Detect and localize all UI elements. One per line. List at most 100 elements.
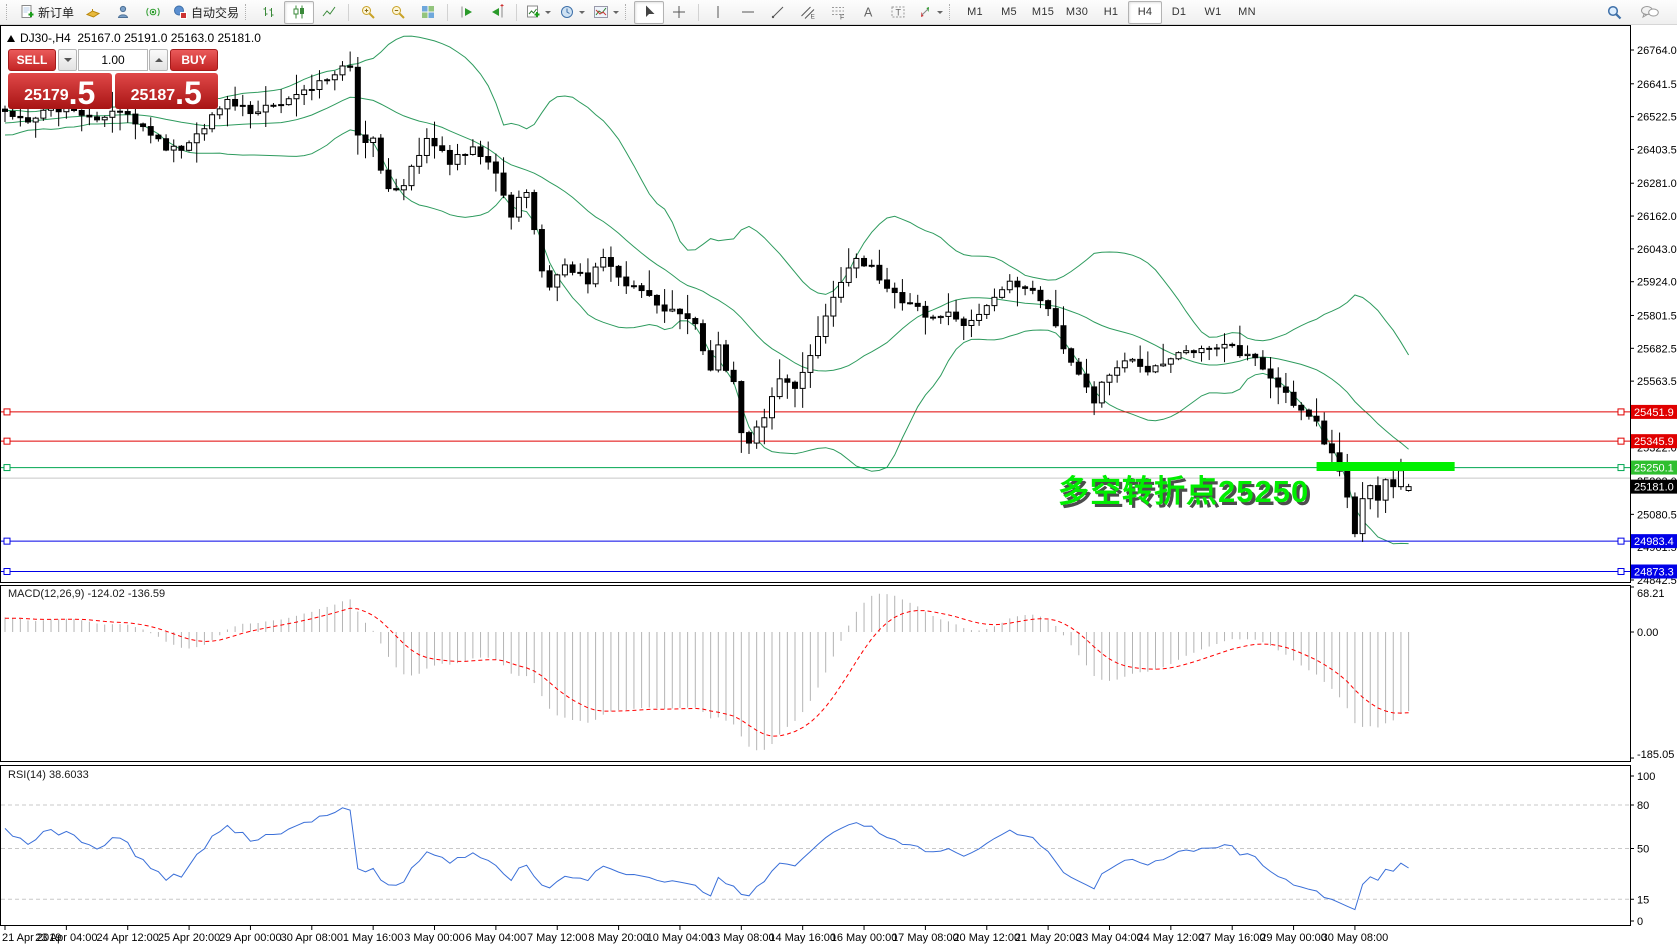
candle <box>278 104 285 107</box>
cursor-tool-button[interactable] <box>634 0 665 24</box>
zoom-out-button[interactable] <box>383 1 413 24</box>
tile-windows-button[interactable] <box>413 1 443 24</box>
buy-button[interactable]: BUY <box>170 49 218 71</box>
indicators-button[interactable] <box>589 1 623 24</box>
horizontal-line-tool-button[interactable] <box>733 1 763 24</box>
dropdown-arrow-icon <box>545 11 552 17</box>
sell-price-display[interactable]: 25179 .5 <box>8 73 112 109</box>
arrows-tool-button[interactable] <box>913 1 947 24</box>
candle <box>1351 496 1358 535</box>
candle <box>262 104 269 113</box>
collapse-panel-arrow-icon[interactable] <box>7 34 15 42</box>
trade-panel-prices: 25179 .5 25187 .5 <box>8 73 218 109</box>
timeframe-m15-button[interactable]: M15 <box>1031 6 1055 18</box>
new-chart-button[interactable] <box>521 1 555 24</box>
equidistant-channel-tool-button[interactable]: E <box>793 1 823 24</box>
vertical-line-tool-button[interactable] <box>703 1 733 24</box>
crosshair-tool-button[interactable] <box>664 1 694 24</box>
text-label-tool-button[interactable]: T <box>883 1 913 24</box>
candle <box>1328 443 1335 454</box>
svg-text:25 Apr 20:00: 25 Apr 20:00 <box>158 932 220 944</box>
trendline-tool-button[interactable] <box>763 1 793 24</box>
sell-price-integer: 25179 <box>24 87 69 104</box>
candle <box>40 109 47 119</box>
fibonacci-tool-button[interactable]: F <box>823 1 853 24</box>
candlestick-chart-button[interactable] <box>284 0 315 24</box>
fibonacci-icon: F <box>832 7 844 20</box>
timeframe-m5-button[interactable]: M5 <box>1001 6 1017 18</box>
timeframe-m30-button[interactable]: M30 <box>1065 6 1089 18</box>
candle <box>615 265 622 278</box>
candle <box>25 117 32 123</box>
zoom-in-button[interactable] <box>353 1 383 24</box>
candle <box>500 172 507 196</box>
candle <box>32 117 39 123</box>
signals-button[interactable] <box>138 1 168 24</box>
candle <box>239 104 246 107</box>
chat-button[interactable] <box>1635 1 1665 24</box>
new-order-button[interactable]: 新订单 <box>15 1 78 24</box>
candle <box>1252 353 1259 359</box>
volume-input[interactable] <box>78 49 148 71</box>
profiles-button[interactable] <box>555 1 589 24</box>
toolbar-grip[interactable] <box>245 4 250 20</box>
timeframe-mn-button[interactable]: MN <box>1238 6 1256 18</box>
timeframe-h1-button[interactable]: H1 <box>1103 6 1119 18</box>
market-watch-button[interactable] <box>78 1 108 24</box>
svg-text:13 May 08:00: 13 May 08:00 <box>708 932 775 944</box>
buy-price-display[interactable]: 25187 .5 <box>114 73 218 109</box>
candle <box>140 123 147 128</box>
text-tool-button[interactable]: A <box>853 1 883 24</box>
timeframe-d1-button[interactable]: D1 <box>1171 6 1187 18</box>
candle <box>147 126 154 136</box>
candle <box>1144 365 1151 373</box>
candle <box>301 89 308 96</box>
candle <box>1206 347 1213 350</box>
timeframe-m1-button[interactable]: M1 <box>967 6 983 18</box>
candle <box>807 355 814 373</box>
bar-chart-button[interactable] <box>254 1 284 24</box>
svg-text:15: 15 <box>1637 894 1649 906</box>
toolbar-grip[interactable] <box>6 4 11 20</box>
candle <box>492 161 499 174</box>
timeframe-w1-button[interactable]: W1 <box>1204 6 1222 18</box>
candle <box>722 344 729 371</box>
candle <box>899 292 906 304</box>
candle <box>377 137 384 171</box>
volume-increase-button[interactable] <box>149 49 168 71</box>
svg-text:16 May 00:00: 16 May 00:00 <box>831 932 898 944</box>
toolbar-separator <box>447 3 449 21</box>
candle <box>477 146 484 158</box>
market-watch-icon <box>85 9 101 18</box>
svg-text:29 May 00:00: 29 May 00:00 <box>1260 932 1327 944</box>
search-button[interactable] <box>1599 1 1629 24</box>
line-chart-button[interactable] <box>314 1 344 24</box>
svg-text:24873.3: 24873.3 <box>1634 567 1674 579</box>
timeframe-h4-button[interactable]: H4 <box>1128 0 1163 24</box>
sell-button[interactable]: SELL <box>8 49 56 71</box>
candle <box>408 165 415 187</box>
candle <box>884 279 891 289</box>
candle <box>109 110 116 118</box>
candle <box>815 336 822 357</box>
autotrade-button[interactable]: 自动交易 <box>168 1 243 24</box>
price-chart-svg[interactable]: 26764.0 26641.5 26522.5 26403.5 26281.0 26162… <box>0 25 1677 947</box>
profile-button[interactable] <box>108 1 138 24</box>
candle <box>515 196 522 218</box>
candle <box>853 257 860 269</box>
toolbar-grip[interactable] <box>625 4 630 20</box>
auto-scroll-button[interactable] <box>452 1 482 24</box>
toolbar-grip[interactable] <box>949 4 954 20</box>
annotation-text[interactable]: 多空转折点25250 <box>1058 474 1310 509</box>
chart-area[interactable]: 26764.0 26641.5 26522.5 26403.5 26281.0 26162… <box>0 25 1677 947</box>
profiles-clock-icon <box>561 6 574 18</box>
candle <box>945 311 952 317</box>
svg-text:7 May 12:00: 7 May 12:00 <box>527 932 588 944</box>
candle <box>1275 377 1282 388</box>
volume-decrease-button[interactable] <box>58 49 77 71</box>
chart-shift-button[interactable] <box>482 1 512 24</box>
bollinger-upper <box>4 35 1410 356</box>
svg-text:25801.5: 25801.5 <box>1637 310 1677 322</box>
chart-shift-icon <box>492 4 504 18</box>
